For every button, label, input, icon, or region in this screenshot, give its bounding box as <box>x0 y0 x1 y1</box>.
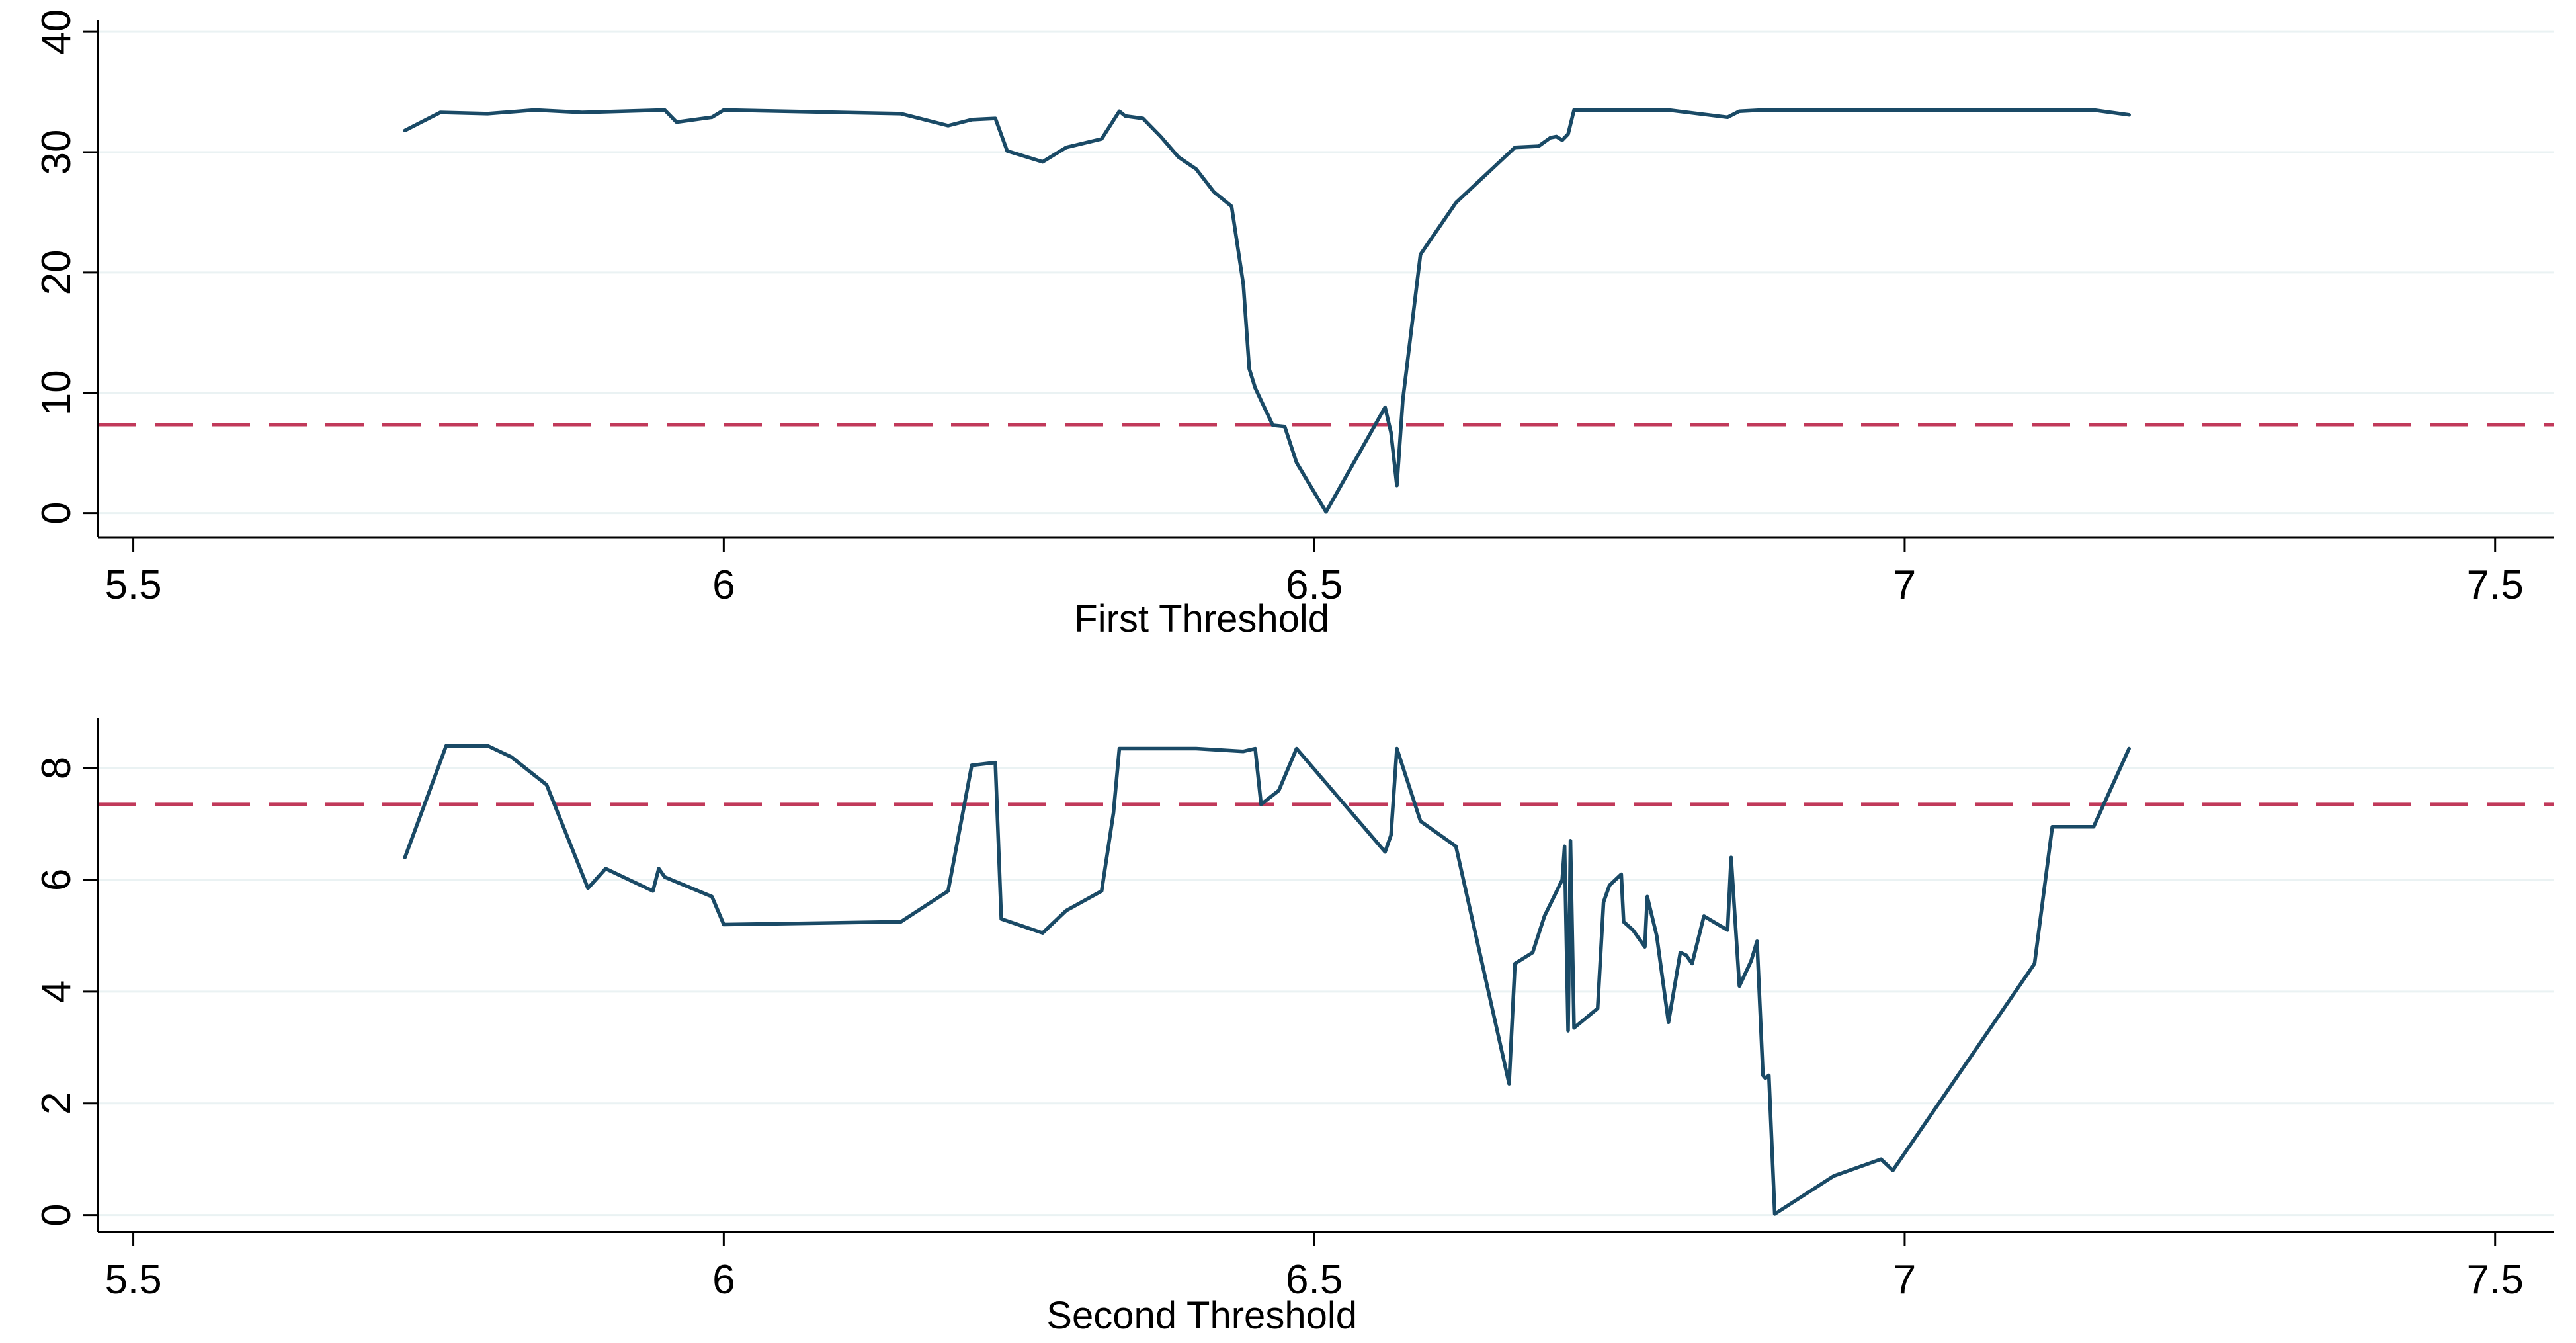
y-tick-label: 2 <box>34 1092 79 1115</box>
lr-statistic-line <box>403 744 2131 1216</box>
x-tick-label: 5.5 <box>104 1257 161 1303</box>
lr-statistic-line <box>403 108 2131 514</box>
x-tick-label: 6 <box>712 1257 735 1303</box>
y-tick-label: 10 <box>34 370 79 415</box>
y-tick-label: 0 <box>34 1203 79 1226</box>
x-axis-title: First Threshold <box>1074 597 1329 640</box>
chart-panel-2: 0 2 4 6 8 5.5 6 6.5 7 7.5 Second Threshold <box>34 718 2554 1337</box>
y-tick-label: 0 <box>34 501 79 524</box>
x-tick-label: 6 <box>712 562 735 608</box>
x-tick-label: 7 <box>1893 562 1916 608</box>
x-tick-label: 7.5 <box>2467 562 2524 608</box>
x-tick-label: 6.5 <box>1286 562 1343 608</box>
y-tick-label: 40 <box>34 9 79 55</box>
x-axis-title: Second Threshold <box>1046 1294 1357 1337</box>
y-tick-label: 8 <box>34 757 79 779</box>
x-tick-label: 5.5 <box>104 562 161 608</box>
x-tick-label: 7.5 <box>2467 1257 2524 1303</box>
y-tick-label: 4 <box>34 980 79 1003</box>
x-tick-label: 7 <box>1893 1257 1916 1303</box>
x-tick-label: 6.5 <box>1286 1257 1343 1303</box>
y-tick-label: 20 <box>34 249 79 295</box>
chart-panel-1: 0 10 20 30 40 5.5 6 6.5 7 7.5 First Threshold <box>34 9 2554 640</box>
y-tick-label: 30 <box>34 130 79 175</box>
y-tick-label: 6 <box>34 869 79 891</box>
